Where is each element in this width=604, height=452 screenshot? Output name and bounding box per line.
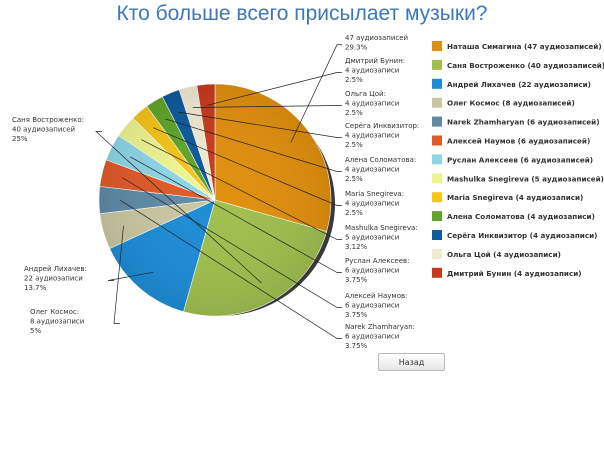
slice-label-ольга-цой-pct: 2.5% bbox=[345, 109, 363, 117]
slice-label-дмитрий-бунин-count: 4 аудиозаписи bbox=[345, 67, 399, 75]
slice-label-narek-zhamharyan-name: Narek Zhamharyan: bbox=[345, 323, 415, 331]
legend-label-narek-zhamharyan: Narek Zhamharyan (6 аудиозаписей) bbox=[447, 118, 600, 127]
slice-label-narek-zhamharyan-pct: 3.75% bbox=[345, 342, 368, 350]
legend-label-серёга-инквизитор: Серёга Инквизитор (4 аудиозаписи) bbox=[447, 231, 597, 240]
slice-label-наташа-симагина-pct: 29.3% bbox=[345, 44, 368, 52]
legend-label-ольга-цой: Ольга Цой (4 аудиозаписи) bbox=[447, 250, 561, 259]
legend-swatch-ольга-цой bbox=[432, 248, 442, 259]
leader-line-mashulka-snegireva bbox=[141, 139, 342, 240]
legend-swatch-олег-космос bbox=[432, 97, 442, 108]
slice-label-maria-snegireva-pct: 2.5% bbox=[345, 209, 363, 217]
legend-swatch-дмитрий-бунин bbox=[432, 267, 442, 278]
slice-label-mashulka-snegireva-pct: 3.12% bbox=[345, 243, 368, 251]
slice-label-алена-соломатова-count: 4 аудиозаписи bbox=[345, 166, 399, 174]
legend-swatch-руслан-алексеев bbox=[432, 154, 442, 165]
slice-label-серёга-инквизитор-pct: 2.5% bbox=[345, 141, 363, 149]
legend-label-андрей-лихачев: Андрей Лихачев (22 аудиозаписи) bbox=[447, 80, 591, 89]
chart-title: Кто больше всего присылает музыки? bbox=[116, 2, 488, 25]
legend-label-алена-соломатова: Алена Соломатова (4 аудиозаписи) bbox=[447, 212, 595, 221]
legend-swatch-саня-востроженко bbox=[432, 59, 442, 70]
leader-line-дмитрий-бунин bbox=[207, 72, 342, 106]
slice-label-mashulka-snegireva-count: 5 аудиозаписи bbox=[345, 234, 399, 242]
legend-label-алексей-наумов: Алексей Наумов (6 аудиозаписей) bbox=[447, 137, 590, 146]
slice-label-серёга-инквизитор-name: Серёга Инквизитор: bbox=[345, 122, 419, 130]
legend-label-наташа-симагина: Наташа Симагина (47 аудиозаписей) bbox=[447, 42, 602, 51]
legend-label-mashulka-snegireva: Mashulka Snegireva (5 аудиозаписей) bbox=[447, 174, 604, 183]
slice-label-алексей-наумов-count: 6 аудиозаписи bbox=[345, 302, 399, 310]
slice-label-олег-космос-count: 8 аудиозаписи bbox=[30, 318, 84, 326]
slice-label-maria-snegireva-name: Maria Snegireva: bbox=[345, 190, 404, 198]
slice-label-алена-соломатова-name: Алена Соломатова: bbox=[345, 156, 416, 164]
legend-swatch-наташа-симагина bbox=[432, 41, 442, 51]
slice-label-алексей-наумов-pct: 3.75% bbox=[345, 311, 368, 319]
legend-swatch-maria-snegireva bbox=[432, 192, 442, 203]
slice-label-narek-zhamharyan-count: 6 аудиозаписи bbox=[345, 333, 399, 341]
leader-line-андрей-лихачев bbox=[107, 271, 154, 281]
legend-label-олег-космос: Олег Космос (8 аудиозаписей) bbox=[447, 99, 575, 108]
leader-line-саня-востроженко bbox=[95, 131, 262, 284]
slice-label-mashulka-snegireva-name: Mashulka Snegireva: bbox=[345, 224, 418, 232]
leader-line-алена-соломатова bbox=[165, 118, 342, 172]
legend-label-руслан-алексеев: Руслан Алексеев (6 аудиозаписей) bbox=[447, 155, 593, 164]
legend-label-саня-востроженко: Саня Востроженко (40 аудиозаписей) bbox=[447, 61, 604, 70]
slice-label-олег-космос-name: Олег Космос: bbox=[30, 308, 79, 316]
legend-swatch-серёга-инквизитор bbox=[432, 230, 442, 240]
slice-label-андрей-лихачев-count: 22 аудиозаписи bbox=[24, 275, 83, 283]
pie-shading bbox=[99, 84, 331, 316]
slice-label-андрей-лихачев-pct: 13.7% bbox=[24, 284, 47, 292]
legend-swatch-алексей-наумов bbox=[432, 135, 442, 146]
legend-label-дмитрий-бунин: Дмитрий Бунин (4 аудиозаписи) bbox=[447, 269, 582, 278]
slice-label-ольга-цой-count: 4 аудиозаписи bbox=[345, 100, 399, 108]
leader-line-олег-космос bbox=[113, 225, 124, 324]
leader-line-серёга-инквизитор bbox=[178, 111, 342, 138]
slice-label-саня-востроженко-pct: 25% bbox=[12, 135, 28, 143]
leader-line-алексей-наумов bbox=[122, 177, 342, 308]
slice-label-алена-соломатова-pct: 2.5% bbox=[345, 175, 363, 183]
slice-label-руслан-алексеев-pct: 3.75% bbox=[345, 276, 368, 284]
legend-swatch-алена-соломатова bbox=[432, 211, 442, 222]
leader-line-narek-zhamharyan bbox=[119, 199, 342, 339]
slice-label-андрей-лихачев-name: Андрей Лихачев: bbox=[24, 265, 87, 273]
slice-label-ольга-цой-name: Ольга Цой: bbox=[345, 90, 386, 98]
slice-label-олег-космос-pct: 5% bbox=[30, 327, 41, 335]
slice-label-дмитрий-бунин-pct: 2.5% bbox=[345, 76, 363, 84]
slice-label-руслан-алексеев-count: 6 аудиозаписи bbox=[345, 267, 399, 275]
slice-label-серёга-инквизитор-count: 4 аудиозаписи bbox=[345, 132, 399, 140]
slice-label-наташа-симагина-count: 47 аудиозаписей bbox=[345, 34, 408, 42]
slice-label-саня-востроженко-count: 40 аудиозаписей bbox=[12, 126, 75, 134]
legend-label-maria-snegireva: Maria Snegireva (4 аудиозаписи) bbox=[447, 193, 583, 202]
legend-swatch-narek-zhamharyan bbox=[432, 116, 442, 127]
legend-swatch-mashulka-snegireva bbox=[432, 173, 442, 184]
slice-label-саня-востроженко-name: Саня Востроженко: bbox=[12, 116, 84, 124]
leader-line-ольга-цой bbox=[192, 105, 342, 108]
slice-label-maria-snegireva-count: 4 аудиозаписи bbox=[345, 200, 399, 208]
slice-label-руслан-алексеев-name: Руслан Алексеев: bbox=[345, 257, 410, 265]
legend-swatch-андрей-лихачев bbox=[432, 78, 442, 89]
leader-line-руслан-алексеев bbox=[130, 156, 342, 273]
leader-line-наташа-симагина bbox=[290, 44, 342, 143]
slice-label-дмитрий-бунин-name: Дмитрий Бунин: bbox=[345, 57, 405, 65]
leader-line-maria-snegireva bbox=[153, 127, 342, 206]
back-button[interactable]: Назад bbox=[378, 353, 445, 371]
slice-label-алексей-наумов-name: Алексей Наумов: bbox=[345, 292, 407, 300]
